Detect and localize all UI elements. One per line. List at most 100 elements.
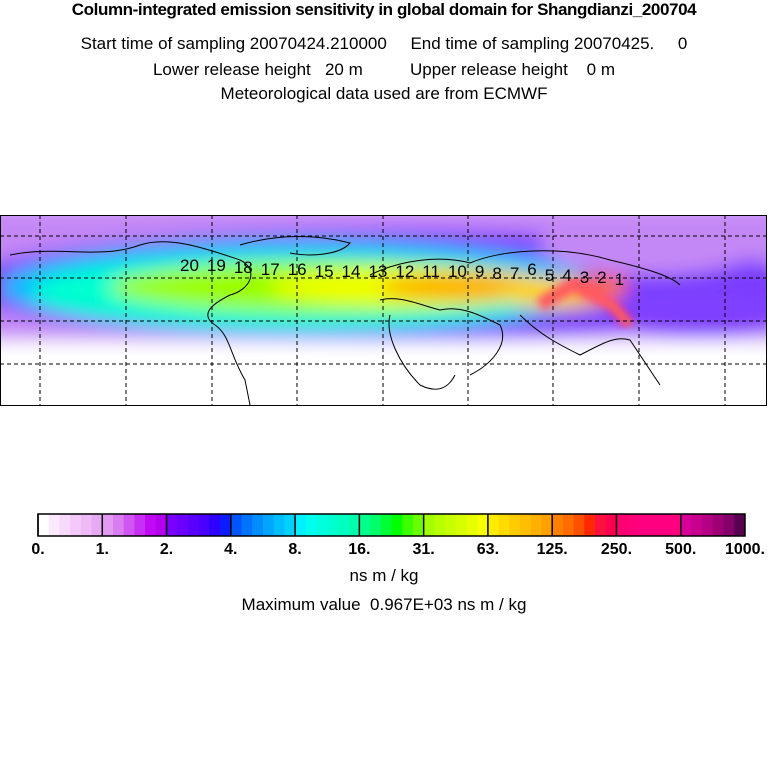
trajectory-label: 15 — [315, 262, 334, 281]
colorbar-tick-label: 250. — [601, 541, 632, 558]
trajectory-label: 3 — [580, 268, 589, 287]
colorbar-cell — [541, 514, 553, 536]
trajectory-label: 19 — [207, 256, 226, 275]
colorbar-cell — [498, 514, 510, 536]
colorbar-cell — [637, 514, 650, 536]
trajectory-label: 13 — [368, 262, 387, 281]
trajectory-label: 8 — [492, 264, 501, 283]
colorbar-cell — [552, 514, 564, 536]
colorbar-cell — [187, 514, 200, 536]
colorbar-cell — [573, 514, 585, 536]
colorbar-cell — [59, 514, 71, 536]
colorbar-cell — [155, 514, 168, 536]
trajectory-label: 18 — [234, 258, 253, 277]
colorbar-cell — [723, 514, 735, 536]
coastlines — [9, 236, 681, 405]
sensitivity-field — [1, 216, 766, 405]
colorbar-cell — [370, 514, 382, 536]
colorbar-tick-label: 4. — [224, 541, 237, 558]
colorbar-cell — [670, 514, 682, 536]
colorbar-cell — [48, 514, 60, 536]
colorbar-cell — [530, 514, 542, 536]
colorbar-cell — [380, 514, 392, 536]
colorbar-cell — [102, 514, 114, 536]
colorbar-cell — [348, 514, 360, 536]
trajectory-label: 4 — [562, 266, 571, 285]
source-plume — [536, 275, 635, 330]
trajectory-label: 12 — [395, 262, 414, 281]
colorbar-cell — [123, 514, 135, 536]
colorbar-cell — [177, 514, 189, 536]
colorbar-cell — [198, 514, 210, 536]
colorbar-cell — [434, 514, 446, 536]
colorbar-cell — [487, 514, 500, 536]
colorbar-cell — [305, 514, 318, 536]
colorbar-cell — [680, 514, 692, 536]
emission-sensitivity-map: 20 19 18 17 16 15 14 13 12 11 10 9 8 7 6 5 4 3 2 1 — [0, 215, 767, 406]
colorbar-cell — [241, 514, 253, 536]
met-data-source: Meteorological data used are from ECMWF — [220, 84, 548, 103]
colorbar-cell — [359, 514, 371, 536]
colorbar-tick-label: 31. — [413, 541, 435, 558]
trajectory-label: 17 — [261, 260, 280, 279]
colorbar-cell — [273, 514, 285, 536]
colorbar-cell — [80, 514, 93, 536]
colorbar-frame — [37, 513, 746, 537]
trajectory-label: 14 — [342, 262, 361, 281]
trajectory-label: 16 — [288, 260, 307, 279]
colorbar-cell — [230, 514, 243, 536]
trajectory-label: 1 — [615, 270, 624, 289]
colorbar-unit: ns m / kg — [349, 566, 419, 585]
colorbar-cell — [702, 514, 714, 536]
colorbar-tick-label: 2. — [160, 541, 173, 558]
colorbar-cell — [391, 514, 403, 536]
trajectory-labels: 20 19 18 17 16 15 14 13 12 11 10 9 8 7 6 5 4 3 2 1 — [180, 256, 624, 289]
colorbar-cell — [262, 514, 275, 536]
colorbar-cell — [412, 514, 425, 536]
map-frame — [0, 215, 767, 406]
colorbar-cell — [520, 514, 532, 536]
colorbar-cell — [91, 514, 103, 536]
colorbar-cell — [209, 514, 221, 536]
colorbar-cell — [734, 514, 746, 536]
colorbar-cell — [595, 514, 607, 536]
colorbar-cell — [659, 514, 671, 536]
trajectory-label: 6 — [527, 260, 536, 279]
colorbar-cell — [445, 514, 457, 536]
colorbar-cell — [145, 514, 157, 536]
colorbar-cell — [112, 514, 125, 536]
colorbar-cell — [562, 514, 575, 536]
colorbar-cell — [605, 514, 617, 536]
colorbar-tick-label: 16. — [348, 541, 370, 558]
trajectory-label: 2 — [597, 268, 606, 287]
colorbar-cell — [691, 514, 703, 536]
trajectory-label: 5 — [545, 266, 554, 285]
trajectory-label: 10 — [448, 262, 467, 281]
colorbar-cell — [134, 514, 146, 536]
colorbar-tick-label: 125. — [537, 541, 568, 558]
sampling-times: Start time of sampling 20070424.210000 E… — [80, 34, 688, 53]
colorbar-cell — [616, 514, 628, 536]
grid-lines — [1, 216, 766, 405]
colorbar-tick-label: 500. — [665, 541, 696, 558]
plot-title: Column-integrated emission sensitivity i… — [71, 0, 697, 19]
colorbar-cell — [70, 514, 82, 536]
colorbar-tick-label: 8. — [288, 541, 301, 558]
release-heights: Lower release height 20 m Upper release … — [152, 60, 616, 79]
colorbar-cell — [584, 514, 596, 536]
colorbar-cell — [337, 514, 350, 536]
trajectory-label: 7 — [510, 264, 519, 283]
colorbar-cell — [295, 514, 307, 536]
colorbar-cell — [38, 514, 50, 536]
trajectory-label: 9 — [475, 262, 484, 281]
colorbar-tick-label: 1000. — [725, 541, 765, 558]
colorbar-cell — [327, 514, 339, 536]
colorbar-cell — [252, 514, 264, 536]
colorbar-cell — [509, 514, 521, 536]
colorbar-cell — [466, 514, 478, 536]
colorbar-cell — [423, 514, 435, 536]
colorbar-cell — [627, 514, 639, 536]
colorbar-cell — [402, 514, 414, 536]
colorbar-cell — [712, 514, 725, 536]
colorbar-cell — [284, 514, 296, 536]
